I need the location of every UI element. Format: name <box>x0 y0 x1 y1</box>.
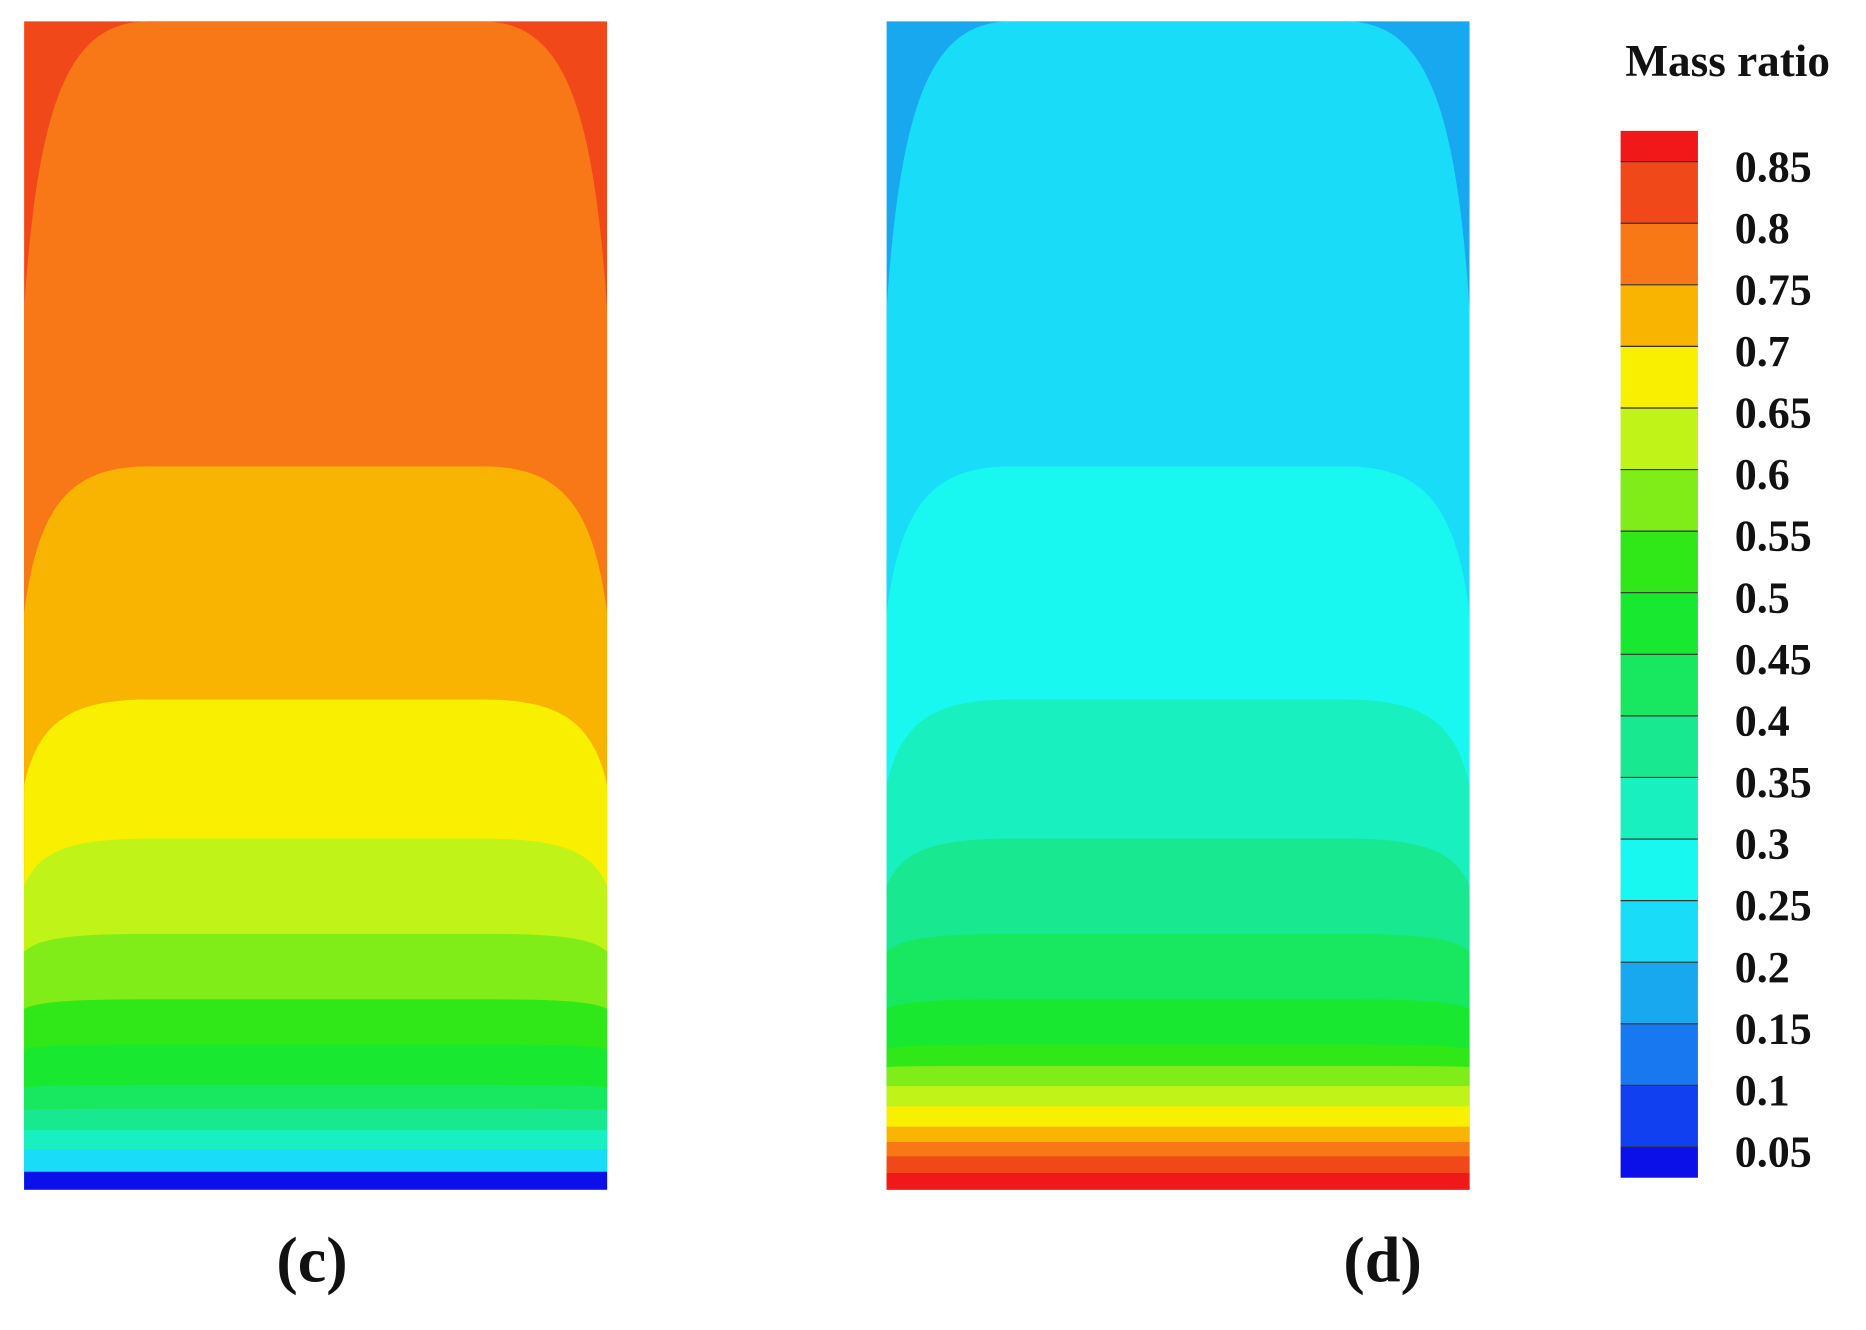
colorbar-segment <box>1620 469 1698 532</box>
colorbar-tick-label: 0.4 <box>1735 696 1790 745</box>
colorbar-segment <box>1620 962 1698 1024</box>
colorbar-segment <box>1620 654 1698 716</box>
contour-band <box>24 1171 608 1190</box>
colorbar-tick-label: 0.1 <box>1735 1066 1790 1115</box>
colorbar-segment <box>1620 130 1698 162</box>
colorbar-tick-label: 0.45 <box>1735 635 1812 684</box>
colorbar-segment <box>1620 531 1698 593</box>
colorbar-segment <box>1620 1085 1698 1147</box>
colorbar-tick-label: 0.8 <box>1735 204 1790 253</box>
colorbar-segment <box>1620 1146 1698 1178</box>
colorbar-tick-label: 0.05 <box>1735 1128 1812 1177</box>
colorbar-tick-label: 0.6 <box>1735 450 1790 499</box>
colorbar-tick-label: 0.85 <box>1735 142 1812 191</box>
colorbar-tick-label: 0.5 <box>1735 573 1790 622</box>
colorbar-segment <box>1620 407 1698 470</box>
panel-label: (c) <box>276 1225 347 1296</box>
colorbar-tick-label: 0.35 <box>1735 758 1812 807</box>
colorbar-segment <box>1620 715 1698 778</box>
colorbar-segment <box>1620 777 1698 840</box>
colorbar-segment <box>1620 900 1698 963</box>
colorbar-segment <box>1620 1023 1698 1086</box>
colorbar-tick-label: 0.2 <box>1735 943 1790 992</box>
colorbar-tick-label: 0.25 <box>1735 881 1812 930</box>
colorbar-tick-label: 0.15 <box>1735 1004 1812 1053</box>
colorbar-segment <box>1620 839 1698 901</box>
colorbar-tick-label: 0.7 <box>1735 327 1790 376</box>
colorbar-segment <box>1620 284 1698 347</box>
colorbar-segment <box>1620 592 1698 655</box>
contour-band <box>886 1172 1470 1190</box>
colorbar-tick-label: 0.3 <box>1735 820 1790 869</box>
colorbar-segment <box>1620 161 1698 224</box>
colorbar-segment <box>1620 346 1698 408</box>
colorbar-tick-label: 0.55 <box>1735 512 1812 561</box>
colorbar-segment <box>1620 223 1698 285</box>
colorbar-tick-label: 0.65 <box>1735 389 1812 438</box>
panel-label: (d) <box>1343 1225 1422 1296</box>
colorbar-title: Mass ratio <box>1625 36 1830 86</box>
colorbar-tick-label: 0.75 <box>1735 265 1812 314</box>
